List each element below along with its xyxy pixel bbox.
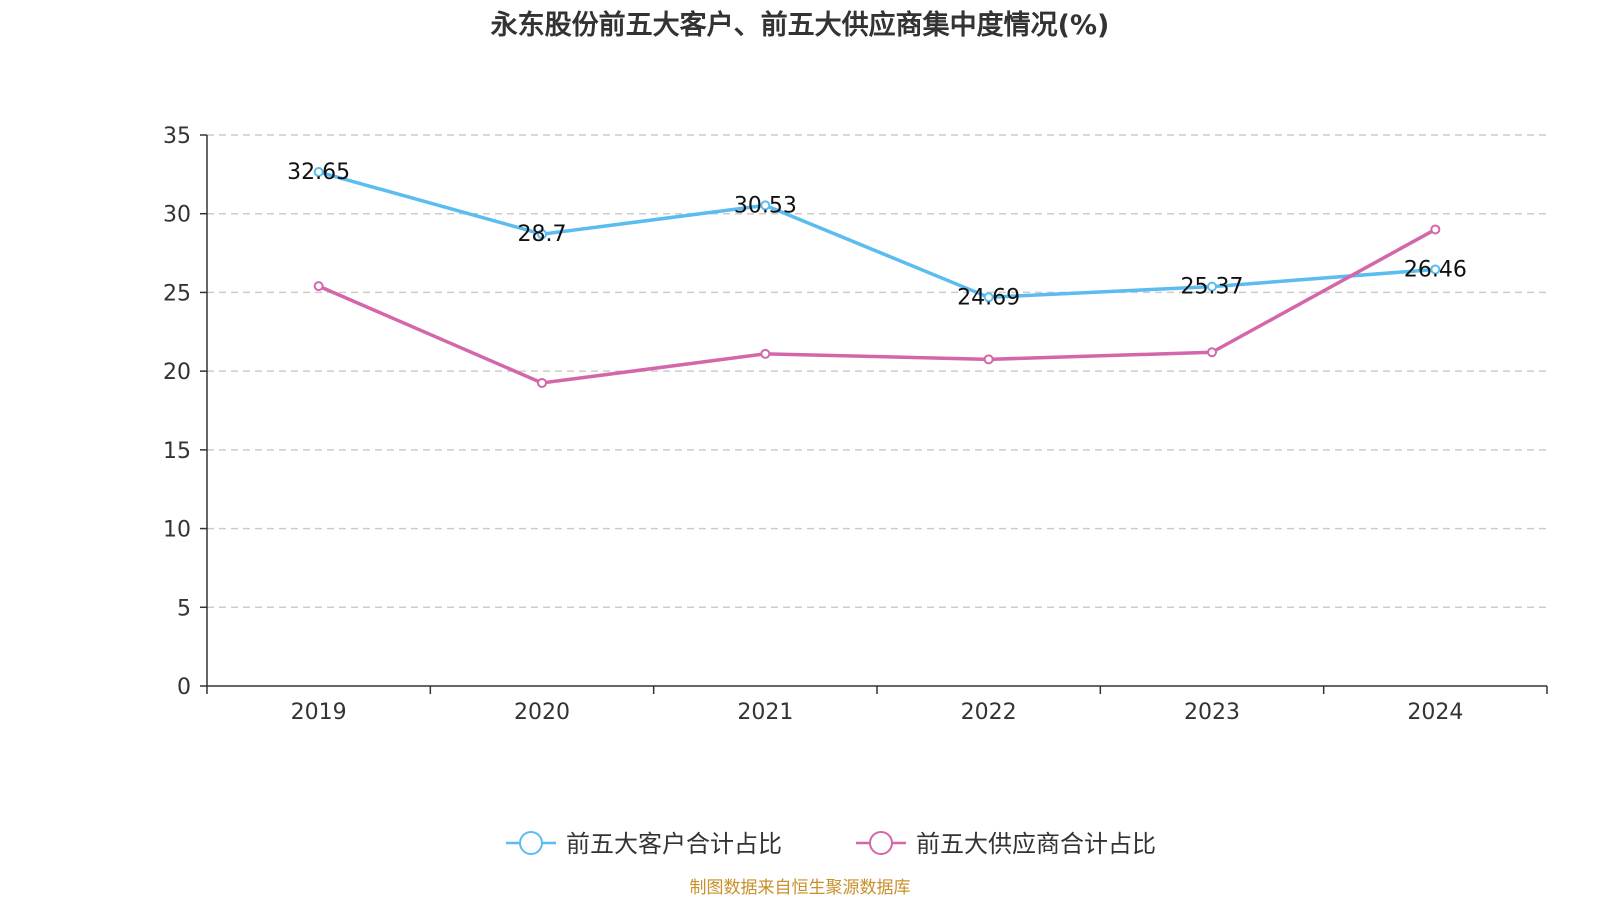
series-point-1 bbox=[760, 200, 771, 211]
data-label: 28.7 bbox=[518, 222, 567, 247]
y-tick-label: 30 bbox=[163, 203, 191, 228]
y-tick-label: 10 bbox=[163, 518, 191, 543]
x-tick-label: 2024 bbox=[1407, 700, 1463, 725]
series-line-1 bbox=[318, 170, 1436, 300]
legend-marker bbox=[519, 831, 543, 855]
x-tick-label: 2020 bbox=[514, 700, 570, 725]
series-layer bbox=[313, 166, 1441, 388]
series-point-1 bbox=[1207, 281, 1217, 292]
series-point-1 bbox=[983, 292, 994, 303]
data-label: 24.69 bbox=[957, 285, 1020, 310]
series-point-2 bbox=[313, 281, 324, 292]
series-point-2 bbox=[760, 348, 771, 359]
grid-lines bbox=[207, 134, 1547, 609]
legend-label-1: 前五大客户合计占比 bbox=[566, 830, 782, 858]
series-point-2 bbox=[983, 354, 994, 365]
data-label: 32.65 bbox=[287, 160, 350, 185]
series-point-1 bbox=[537, 229, 547, 240]
legend[interactable]: 前五大客户合计占比 前五大供应商合计占比 bbox=[506, 830, 1156, 858]
series-point-1 bbox=[1430, 264, 1441, 275]
y-tick-label: 35 bbox=[163, 124, 191, 149]
series-point-2 bbox=[1430, 224, 1441, 235]
legend-label-2: 前五大供应商合计占比 bbox=[916, 830, 1156, 858]
series-line-2 bbox=[317, 227, 1437, 385]
data-label: 30.53 bbox=[734, 193, 797, 218]
x-tick-label: 2021 bbox=[737, 700, 793, 725]
x-tick-label: 2019 bbox=[291, 700, 347, 725]
series-point-2 bbox=[1207, 347, 1217, 358]
y-tick-label: 20 bbox=[163, 360, 191, 385]
data-label: 26.46 bbox=[1404, 257, 1467, 282]
legend-marker bbox=[869, 831, 893, 855]
source-note: 制图数据来自恒生聚源数据库 bbox=[690, 878, 911, 898]
x-tick-label: 2023 bbox=[1184, 700, 1240, 725]
y-tick-label: 15 bbox=[163, 439, 191, 464]
y-tick-label: 5 bbox=[177, 596, 191, 621]
axes: 0 5 10 15 20 25 30 35 2019 2020 2021 2022 2023 2024 bbox=[163, 124, 1548, 725]
chart-title: 永东股份前五大客户、前五大供应商集中度情况(%) bbox=[490, 9, 1110, 41]
data-label: 25.37 bbox=[1181, 275, 1244, 300]
y-tick-label: 25 bbox=[163, 281, 191, 306]
series-point-1 bbox=[313, 166, 324, 177]
y-tick-label: 0 bbox=[177, 675, 191, 700]
series-point-2 bbox=[537, 377, 547, 388]
data-labels: 32.65 28.7 30.53 24.69 25.37 26.46 bbox=[287, 160, 1467, 310]
x-tick-label: 2022 bbox=[961, 700, 1017, 725]
